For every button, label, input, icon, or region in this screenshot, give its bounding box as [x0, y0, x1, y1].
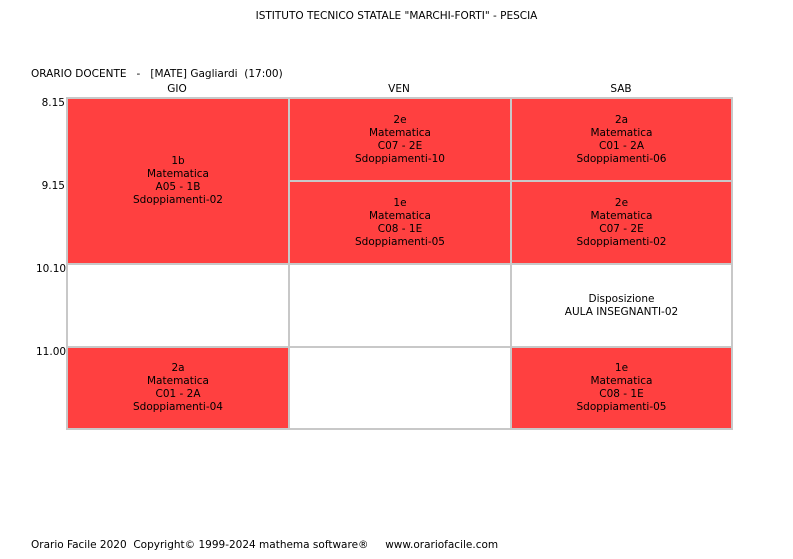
empty-cell-gio-3[interactable]: [67, 264, 289, 347]
time-label-1010: 10.10: [36, 263, 67, 275]
lesson-subject: Matematica: [590, 126, 653, 139]
lesson-cell-sab-4[interactable]: 1e Matematica C08 - 1E Sdoppiamenti-05: [511, 347, 732, 429]
lesson-subject: Matematica: [147, 168, 209, 180]
time-label-1100: 11.00: [36, 346, 67, 358]
lesson-room: C07 - 2E: [599, 222, 644, 235]
lesson-group: Sdoppiamenti-04: [133, 401, 223, 413]
lesson-cell-sab-1[interactable]: 2a Matematica C01 - 2A Sdoppiamenti-06: [511, 98, 732, 181]
lesson-group: Sdoppiamenti-02: [133, 194, 223, 206]
lesson-room: C08 - 1E: [377, 222, 423, 235]
lesson-class: 2e: [614, 196, 629, 209]
day-header-ven: VEN: [388, 83, 410, 95]
day-header-gio: GIO: [167, 83, 187, 95]
lesson-room: C08 - 1E: [599, 388, 644, 400]
disposizione-cell-sab-3[interactable]: Disposizione AULA INSEGNANTI-02: [511, 264, 732, 347]
lesson-group: Sdoppiamenti-06: [576, 152, 667, 165]
day-header-sab: SAB: [610, 83, 632, 95]
timetable-grid: 1b Matematica A05 - 1B Sdoppiamenti-02 2…: [66, 97, 733, 430]
lesson-class: 2a: [171, 362, 185, 374]
lesson-room: C07 - 2E: [377, 139, 423, 152]
lesson-subject: Matematica: [590, 375, 653, 387]
disposizione-room: AULA INSEGNANTI-02: [564, 305, 679, 318]
teacher-timetable-heading: ORARIO DOCENTE - [MATE] Gagliardi (17:00…: [31, 68, 283, 80]
lesson-group: Sdoppiamenti-10: [355, 152, 445, 165]
lesson-class: 1e: [614, 362, 629, 374]
lesson-subject: Matematica: [590, 209, 653, 222]
school-title: ISTITUTO TECNICO STATALE "MARCHI-FORTI" …: [255, 10, 538, 22]
lesson-subject: Matematica: [147, 375, 209, 387]
lesson-subject: Matematica: [369, 126, 431, 139]
empty-cell-ven-3[interactable]: [289, 264, 511, 347]
lesson-class: 2a: [614, 113, 629, 126]
lesson-class: 2e: [393, 113, 407, 126]
footer-copyright: Orario Facile 2020 Copyright© 1999-2024 …: [31, 539, 499, 551]
empty-cell-ven-4[interactable]: [289, 347, 511, 429]
lesson-group: Sdoppiamenti-02: [576, 235, 667, 248]
lesson-cell-ven-1[interactable]: 2e Matematica C07 - 2E Sdoppiamenti-10: [289, 98, 511, 181]
lesson-group: Sdoppiamenti-05: [355, 235, 445, 248]
time-label-0815: 8.15: [41, 97, 65, 109]
lesson-subject: Matematica: [369, 209, 431, 222]
lesson-class: 1b: [171, 155, 185, 167]
lesson-room: C01 - 2A: [598, 139, 645, 152]
lesson-cell-gio-1[interactable]: 1b Matematica A05 - 1B Sdoppiamenti-02: [67, 98, 289, 264]
time-label-0915: 9.15: [41, 180, 65, 192]
lesson-cell-ven-2[interactable]: 1e Matematica C08 - 1E Sdoppiamenti-05: [289, 181, 511, 264]
lesson-class: 1e: [393, 196, 407, 209]
lesson-cell-gio-4[interactable]: 2a Matematica C01 - 2A Sdoppiamenti-04: [67, 347, 289, 429]
lesson-room: A05 - 1B: [155, 181, 201, 193]
lesson-group: Sdoppiamenti-05: [576, 401, 667, 413]
disposizione-label: Disposizione: [588, 292, 655, 305]
lesson-cell-sab-2[interactable]: 2e Matematica C07 - 2E Sdoppiamenti-02: [511, 181, 732, 264]
lesson-room: C01 - 2A: [155, 388, 201, 400]
